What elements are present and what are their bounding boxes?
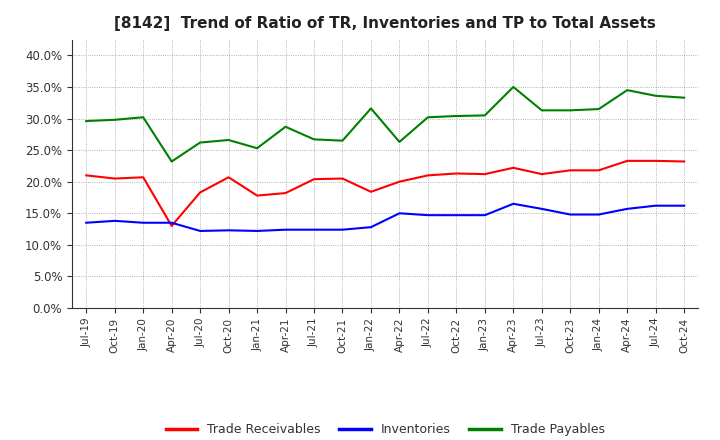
- Trade Receivables: [310, 176, 318, 182]
- Trade Payables: [338, 138, 347, 143]
- Inventories: [310, 227, 318, 232]
- Inventories: [110, 218, 119, 224]
- Inventories: [225, 227, 233, 233]
- Trade Payables: [480, 113, 489, 118]
- Inventories: [196, 228, 204, 234]
- Trade Payables: [452, 114, 461, 119]
- Line: Trade Payables: Trade Payables: [86, 87, 684, 161]
- Inventories: [595, 212, 603, 217]
- Trade Payables: [110, 117, 119, 122]
- Inventories: [566, 212, 575, 217]
- Trade Receivables: [366, 189, 375, 194]
- Inventories: [82, 220, 91, 225]
- Trade Receivables: [480, 172, 489, 177]
- Trade Receivables: [595, 168, 603, 173]
- Trade Receivables: [623, 158, 631, 164]
- Inventories: [253, 228, 261, 234]
- Inventories: [338, 227, 347, 232]
- Trade Receivables: [537, 172, 546, 177]
- Inventories: [366, 224, 375, 230]
- Trade Payables: [623, 88, 631, 93]
- Trade Payables: [423, 115, 432, 120]
- Trade Receivables: [423, 173, 432, 178]
- Inventories: [652, 203, 660, 208]
- Line: Inventories: Inventories: [86, 204, 684, 231]
- Inventories: [680, 203, 688, 208]
- Legend: Trade Receivables, Inventories, Trade Payables: Trade Receivables, Inventories, Trade Pa…: [161, 418, 610, 440]
- Inventories: [423, 213, 432, 218]
- Trade Payables: [253, 146, 261, 151]
- Trade Receivables: [566, 168, 575, 173]
- Line: Trade Receivables: Trade Receivables: [86, 161, 684, 226]
- Trade Payables: [139, 115, 148, 120]
- Trade Receivables: [167, 223, 176, 228]
- Trade Payables: [82, 118, 91, 124]
- Trade Payables: [395, 139, 404, 145]
- Inventories: [537, 206, 546, 212]
- Inventories: [167, 220, 176, 225]
- Trade Receivables: [395, 179, 404, 184]
- Title: [8142]  Trend of Ratio of TR, Inventories and TP to Total Assets: [8142] Trend of Ratio of TR, Inventories…: [114, 16, 656, 32]
- Trade Payables: [566, 108, 575, 113]
- Trade Payables: [310, 137, 318, 142]
- Trade Payables: [366, 106, 375, 111]
- Inventories: [480, 213, 489, 218]
- Trade Receivables: [338, 176, 347, 181]
- Trade Receivables: [196, 190, 204, 195]
- Trade Receivables: [282, 191, 290, 196]
- Trade Payables: [282, 124, 290, 129]
- Inventories: [623, 206, 631, 212]
- Inventories: [282, 227, 290, 232]
- Trade Receivables: [225, 175, 233, 180]
- Trade Payables: [652, 93, 660, 99]
- Inventories: [452, 213, 461, 218]
- Trade Payables: [196, 140, 204, 145]
- Trade Receivables: [452, 171, 461, 176]
- Trade Payables: [225, 137, 233, 143]
- Trade Receivables: [110, 176, 119, 181]
- Trade Payables: [167, 159, 176, 164]
- Trade Payables: [680, 95, 688, 100]
- Trade Receivables: [82, 173, 91, 178]
- Trade Receivables: [139, 175, 148, 180]
- Trade Receivables: [253, 193, 261, 198]
- Inventories: [139, 220, 148, 225]
- Inventories: [395, 211, 404, 216]
- Trade Receivables: [509, 165, 518, 170]
- Trade Payables: [537, 108, 546, 113]
- Trade Receivables: [652, 158, 660, 164]
- Trade Payables: [595, 106, 603, 112]
- Inventories: [509, 201, 518, 206]
- Trade Receivables: [680, 159, 688, 164]
- Trade Payables: [509, 84, 518, 90]
